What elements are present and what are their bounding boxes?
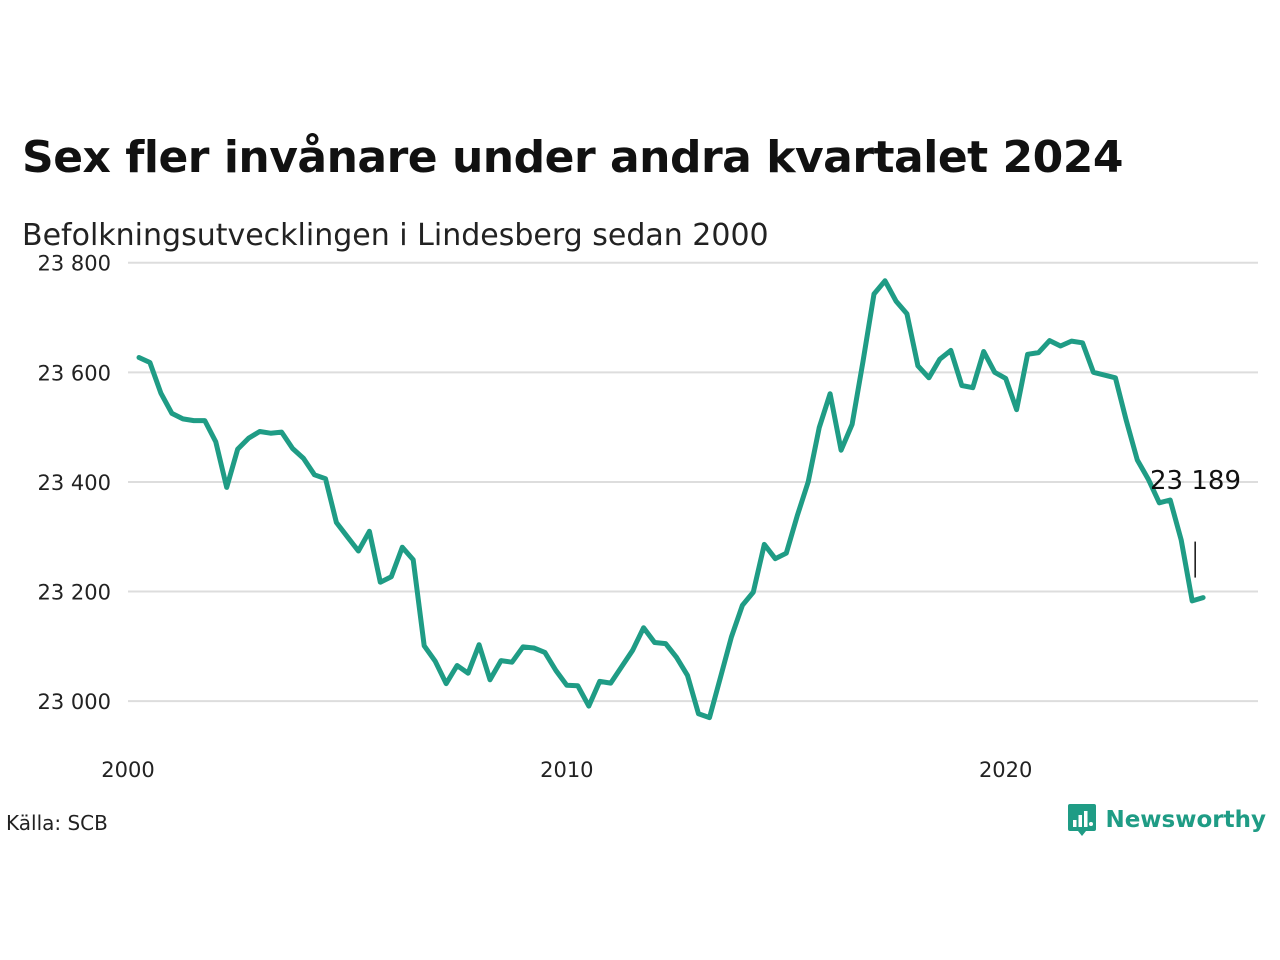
x-axis-ticks: 2000 2010 2020 (101, 758, 1032, 782)
y-axis-ticks: 23 000 23 200 23 400 23 600 23 800 (38, 252, 111, 714)
brand-logo: Newsworthy (1067, 803, 1266, 837)
annotation-label: 23 189 (1150, 466, 1241, 496)
series-line-population (136, 278, 1206, 721)
y-tick-label: 23 000 (38, 690, 111, 714)
x-tick-label: 2010 (540, 758, 593, 782)
y-tick-label: 23 400 (38, 471, 111, 495)
x-tick-label: 2000 (101, 758, 154, 782)
gridlines (128, 261, 1258, 703)
brand-name: Newsworthy (1105, 807, 1266, 833)
y-tick-label: 23 200 (38, 581, 111, 605)
chart-title: Sex fler invånare under andra kvartalet … (22, 132, 1124, 183)
chart-subtitle: Befolkningsutvecklingen i Lindesberg sed… (22, 218, 769, 253)
annotation-group: 23 189 (1150, 466, 1241, 578)
y-tick-label: 23 800 (38, 252, 111, 276)
newsworthy-logo-icon (1068, 804, 1097, 836)
series-group (136, 278, 1206, 721)
y-tick-label: 23 600 (38, 361, 111, 385)
x-tick-label: 2020 (979, 758, 1032, 782)
source-note: Källa: SCB (6, 811, 108, 835)
